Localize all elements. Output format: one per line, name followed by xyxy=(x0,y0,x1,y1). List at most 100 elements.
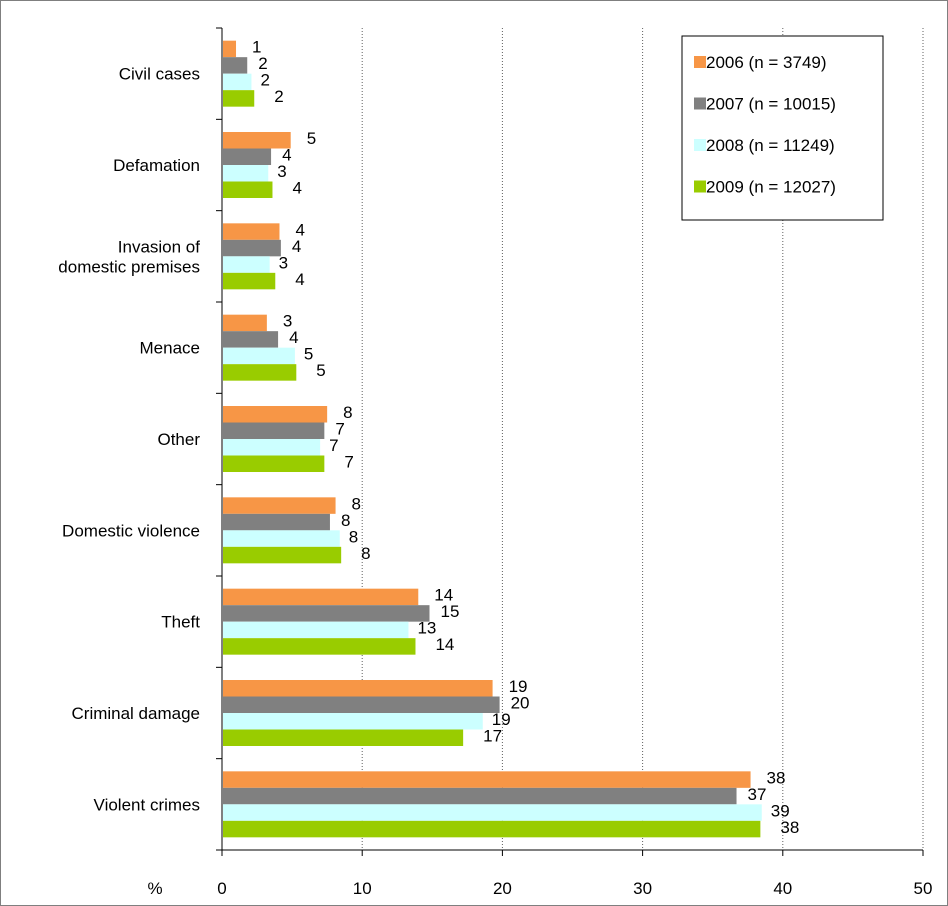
x-tick-label-10: 10 xyxy=(353,879,372,898)
bar-theft-2006 xyxy=(223,588,419,606)
data-label-domestic-violence-2007: 8 xyxy=(341,511,350,530)
data-label-violent-crimes-2006: 38 xyxy=(767,768,786,787)
bar-criminal-damage-2008 xyxy=(223,713,483,730)
legend-label-2007: 2007 (n = 10015) xyxy=(706,95,836,114)
legend-swatch-2008 xyxy=(694,139,706,151)
bar-domestic-violence-2007 xyxy=(223,513,330,531)
bar-civil-cases-2006 xyxy=(223,40,237,58)
legend-swatch-2009 xyxy=(694,180,706,193)
data-label-defamation-2009: 4 xyxy=(292,179,301,198)
data-label-domestic-violence-2006: 8 xyxy=(352,494,361,513)
bars xyxy=(223,40,762,838)
legend: 2006 (n = 3749) 2007 (n = 10015) 2008 (n =… xyxy=(681,35,884,221)
bar-criminal-damage-2007 xyxy=(223,696,500,713)
bar-theft-2007 xyxy=(223,605,430,622)
bar-other-2007 xyxy=(223,422,325,439)
data-label-criminal-damage-2007: 20 xyxy=(511,694,530,713)
category-label-theft: Theft xyxy=(161,613,200,632)
legend-swatch-2007 xyxy=(694,97,706,110)
data-label-violent-crimes-2008: 39 xyxy=(771,801,790,820)
data-label-defamation-2006: 5 xyxy=(307,129,316,148)
data-label-domestic-violence-2009: 8 xyxy=(361,544,370,563)
bar-other-2009 xyxy=(223,455,325,472)
bar-domestic-violence-2006 xyxy=(223,497,336,514)
data-label-menace-2007: 4 xyxy=(289,328,298,347)
data-label-defamation-2008: 3 xyxy=(277,162,286,181)
data-label-invasion-of-domestic-premises-2008: 3 xyxy=(279,253,288,272)
data-label-invasion-of-domestic-premises-2007: 4 xyxy=(292,237,301,256)
bar-civil-cases-2007 xyxy=(223,57,248,74)
category-labels: Civil cases Defamation Invasion of domestic… xyxy=(58,65,200,815)
bar-criminal-damage-2009 xyxy=(223,729,464,746)
bar-other-2008 xyxy=(223,439,321,456)
bar-defamation-2006 xyxy=(223,132,291,149)
data-label-criminal-damage-2008: 19 xyxy=(492,710,511,729)
bar-violent-crimes-2009 xyxy=(223,820,761,838)
legend-label-2006: 2006 (n = 3749) xyxy=(706,53,827,72)
bar-domestic-violence-2009 xyxy=(223,546,342,564)
bar-other-2006 xyxy=(223,406,328,423)
bar-civil-cases-2009 xyxy=(223,90,255,107)
bar-invasion-of-domestic-premises-2009 xyxy=(223,272,276,290)
data-label-theft-2009: 14 xyxy=(435,635,454,654)
data-label-theft-2007: 15 xyxy=(440,602,459,621)
bar-theft-2008 xyxy=(223,621,409,639)
legend-box xyxy=(681,35,884,221)
data-label-civil-cases-2009: 2 xyxy=(274,87,283,106)
data-label-menace-2008: 5 xyxy=(304,345,313,364)
data-label-other-2009: 7 xyxy=(344,453,353,472)
x-tick-label-30: 30 xyxy=(633,879,652,898)
data-label-violent-crimes-2007: 37 xyxy=(748,785,767,804)
data-label-other-2007: 7 xyxy=(335,420,344,439)
bar-violent-crimes-2007 xyxy=(223,787,737,805)
data-labels: 1222543444343455877788881415131419201917… xyxy=(252,38,799,837)
data-label-criminal-damage-2006: 19 xyxy=(509,677,528,696)
data-label-invasion-of-domestic-premises-2006: 4 xyxy=(295,220,304,239)
data-label-other-2006: 8 xyxy=(343,403,352,422)
data-label-domestic-violence-2008: 8 xyxy=(349,527,358,546)
x-tick-labels: 0 10 20 30 40 50 xyxy=(217,879,932,898)
data-label-menace-2006: 3 xyxy=(283,312,292,331)
data-label-civil-cases-2007: 2 xyxy=(258,54,267,73)
x-tick-label-20: 20 xyxy=(493,879,512,898)
bar-defamation-2009 xyxy=(223,181,273,198)
category-label-defamation: Defamation xyxy=(113,156,200,175)
bar-violent-crimes-2008 xyxy=(223,804,762,821)
bar-criminal-damage-2006 xyxy=(223,680,493,697)
bar-civil-cases-2008 xyxy=(223,73,252,91)
legend-label-2009: 2009 (n = 12027) xyxy=(706,178,836,197)
category-label-civil-cases: Civil cases xyxy=(119,65,200,84)
category-label-invasion-of-domestic-premises: Invasion of domestic premises xyxy=(58,237,200,276)
legend-label-2008: 2008 (n = 11249) xyxy=(706,136,835,155)
bar-defamation-2007 xyxy=(223,148,272,165)
data-label-civil-cases-2008: 2 xyxy=(260,71,269,90)
bar-theft-2009 xyxy=(223,638,416,655)
x-axis-label: % xyxy=(147,879,162,898)
bar-invasion-of-domestic-premises-2007 xyxy=(223,239,281,257)
data-label-theft-2008: 13 xyxy=(417,619,436,638)
bar-menace-2008 xyxy=(223,347,295,365)
data-label-violent-crimes-2009: 38 xyxy=(780,818,799,837)
x-tick-label-0: 0 xyxy=(217,879,226,898)
category-label-violent-crimes: Violent crimes xyxy=(94,795,200,814)
category-label-domestic-violence: Domestic violence xyxy=(62,521,200,540)
legend-swatch-2006 xyxy=(694,56,706,68)
category-label-criminal-damage: Criminal damage xyxy=(72,704,201,723)
bar-menace-2007 xyxy=(223,331,279,348)
data-label-criminal-damage-2009: 17 xyxy=(483,727,502,746)
data-label-theft-2006: 14 xyxy=(434,586,453,605)
axes xyxy=(216,27,924,856)
category-label-menace: Menace xyxy=(140,339,200,358)
bar-invasion-of-domestic-premises-2006 xyxy=(223,223,280,240)
data-label-invasion-of-domestic-premises-2009: 4 xyxy=(295,270,304,289)
data-label-civil-cases-2006: 1 xyxy=(252,38,261,57)
bar-menace-2006 xyxy=(223,314,267,332)
data-label-other-2008: 7 xyxy=(329,436,338,455)
category-label-other: Other xyxy=(157,430,200,449)
x-tick-label-50: 50 xyxy=(914,879,933,898)
bar-invasion-of-domestic-premises-2008 xyxy=(223,256,270,273)
bar-violent-crimes-2006 xyxy=(223,771,751,788)
data-label-defamation-2007: 4 xyxy=(282,146,291,165)
bar-domestic-violence-2008 xyxy=(223,530,340,547)
